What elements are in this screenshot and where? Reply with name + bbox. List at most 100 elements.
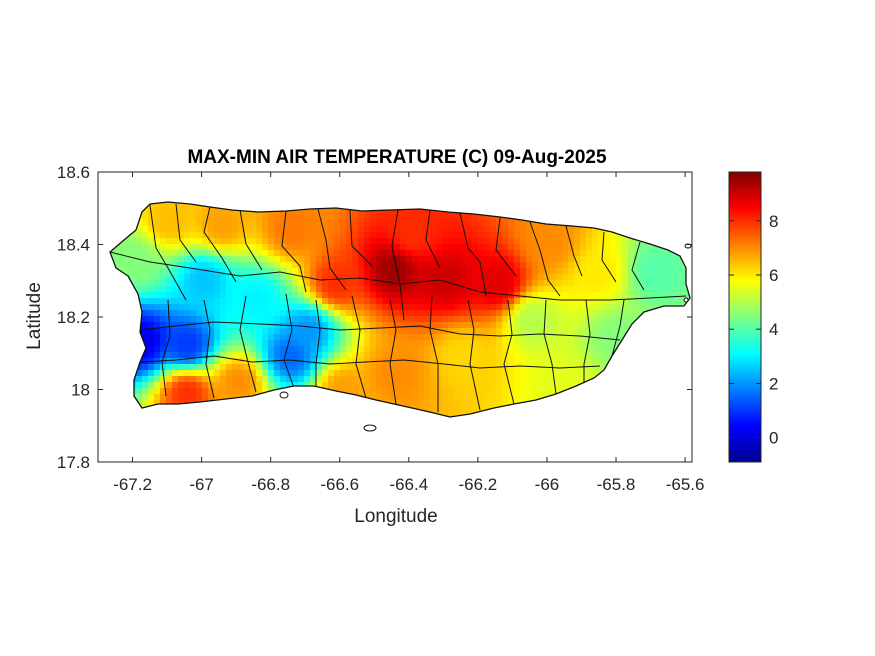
heat-cell [214,214,221,221]
heat-cell [454,412,461,417]
heat-cell [484,328,491,335]
heat-cell [274,328,281,335]
heat-cell [496,310,503,317]
heat-cell [406,334,413,341]
heat-cell [214,340,221,347]
heat-cell [154,328,161,335]
heat-cell [250,316,257,323]
heat-cell [196,334,203,341]
heat-cell [694,400,701,407]
heat-cell [442,214,449,221]
heat-cell [370,394,377,401]
heat-cell [460,400,467,407]
heat-cell [622,322,629,329]
heat-cell [580,304,587,311]
heat-cell [478,226,485,233]
heat-cell [466,334,473,341]
heat-cell [502,244,509,251]
heat-cell [508,376,515,383]
heat-cell [418,220,425,227]
heat-cell [622,262,629,269]
heat-cell [292,250,299,257]
heat-cell [304,316,311,323]
heat-cell [238,352,245,359]
heat-cell [208,232,215,239]
heat-cell [310,292,317,299]
heat-cell [142,238,149,245]
heat-cell [454,262,461,269]
heat-cell [358,256,365,263]
heat-cell [220,280,227,287]
heat-cell [322,304,329,311]
municipal-boundary [281,210,307,293]
heat-cell [598,316,605,323]
heat-cell [292,292,299,299]
heat-cell [574,232,581,239]
heat-cell [148,364,155,371]
heat-cell [376,226,383,233]
heat-cell [178,340,185,347]
heat-cell [412,376,419,383]
heat-cell [406,274,413,281]
heat-cell [490,370,497,377]
heat-cell [586,310,593,317]
heat-cell [292,340,299,347]
heat-cell [514,262,521,269]
heat-cell [394,328,401,335]
heat-cell [286,370,293,377]
heat-cell [394,220,401,227]
heat-cell [232,220,239,227]
heat-cell [520,220,527,227]
heat-cell [184,202,191,209]
heat-cell [286,292,293,299]
heat-cell [568,310,575,317]
heat-cell [232,280,239,287]
heat-cell [322,286,329,293]
heat-cell [286,250,293,257]
heat-cell [538,394,545,401]
heat-cell [394,346,401,353]
heat-cell [376,220,383,227]
heat-cell [166,394,173,401]
heat-cell [244,310,251,317]
heat-cell [352,268,359,275]
heat-cell [454,286,461,293]
heat-cell [196,208,203,215]
heat-cell [472,394,479,401]
heat-cell [442,304,449,311]
heat-cell [466,376,473,383]
heat-cell [370,316,377,323]
heat-cell [298,328,305,335]
heat-cell [520,388,527,395]
heat-cell [370,352,377,359]
heat-cell [610,334,617,341]
heat-cell [154,208,161,215]
heat-cell [184,268,191,275]
heat-cell [346,250,353,257]
heat-cell [460,304,467,311]
heat-cell [562,370,569,377]
heat-cell [238,358,245,365]
heat-cell [214,352,221,359]
heat-cell [178,208,185,215]
heat-cell [646,280,653,287]
heat-cell [466,352,473,359]
heat-cell [196,340,203,347]
heat-cell [382,208,389,215]
heat-cell [274,298,281,305]
heat-cell [160,382,167,389]
municipal-boundary [429,295,439,412]
heat-cell [580,280,587,287]
heat-cell [268,304,275,311]
heat-cell [616,244,623,251]
heat-cell [352,388,359,395]
heat-cell [448,220,455,227]
heat-cell [322,370,329,377]
heat-cell [484,298,491,305]
x-tick-label: -66.4 [389,475,428,494]
heat-cell [508,262,515,269]
municipal-boundary [283,293,295,389]
heat-cell [472,400,479,407]
heat-cell [286,232,293,239]
